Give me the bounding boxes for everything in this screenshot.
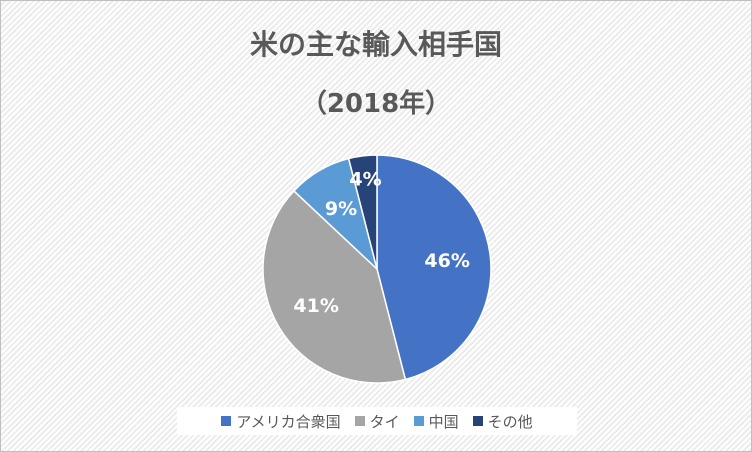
legend-label-other: その他 — [487, 412, 533, 431]
chart-subtitle: （2018年） — [300, 89, 452, 119]
legend-item-thailand: タイ — [354, 411, 400, 432]
data-label-thailand: 41% — [293, 295, 338, 317]
data-label-china: 9% — [325, 198, 357, 220]
legend-item-china: 中国 — [413, 411, 459, 432]
chart-title: 米の主な輸入相手国 — [249, 28, 502, 61]
pie-slice-usa — [376, 154, 492, 381]
legend: アメリカ合衆国 タイ 中国 その他 — [177, 407, 577, 435]
data-label-usa: 46% — [424, 250, 469, 272]
pie-slices — [262, 154, 492, 384]
pie-slice-other — [347, 154, 378, 270]
legend-swatch-thailand — [354, 416, 365, 426]
legend-swatch-usa — [221, 416, 232, 426]
legend-item-other: その他 — [472, 411, 533, 432]
legend-swatch-other — [472, 416, 483, 426]
legend-swatch-china — [413, 416, 424, 426]
legend-label-usa: アメリカ合衆国 — [236, 412, 341, 431]
legend-label-china: 中国 — [428, 412, 459, 431]
legend-label-thailand: タイ — [369, 412, 400, 431]
pie-data-labels: 46% 41% 9% 4% — [293, 169, 469, 317]
pie-slice-thailand — [262, 189, 407, 384]
data-label-other: 4% — [349, 169, 381, 191]
legend-item-usa: アメリカ合衆国 — [221, 411, 341, 432]
